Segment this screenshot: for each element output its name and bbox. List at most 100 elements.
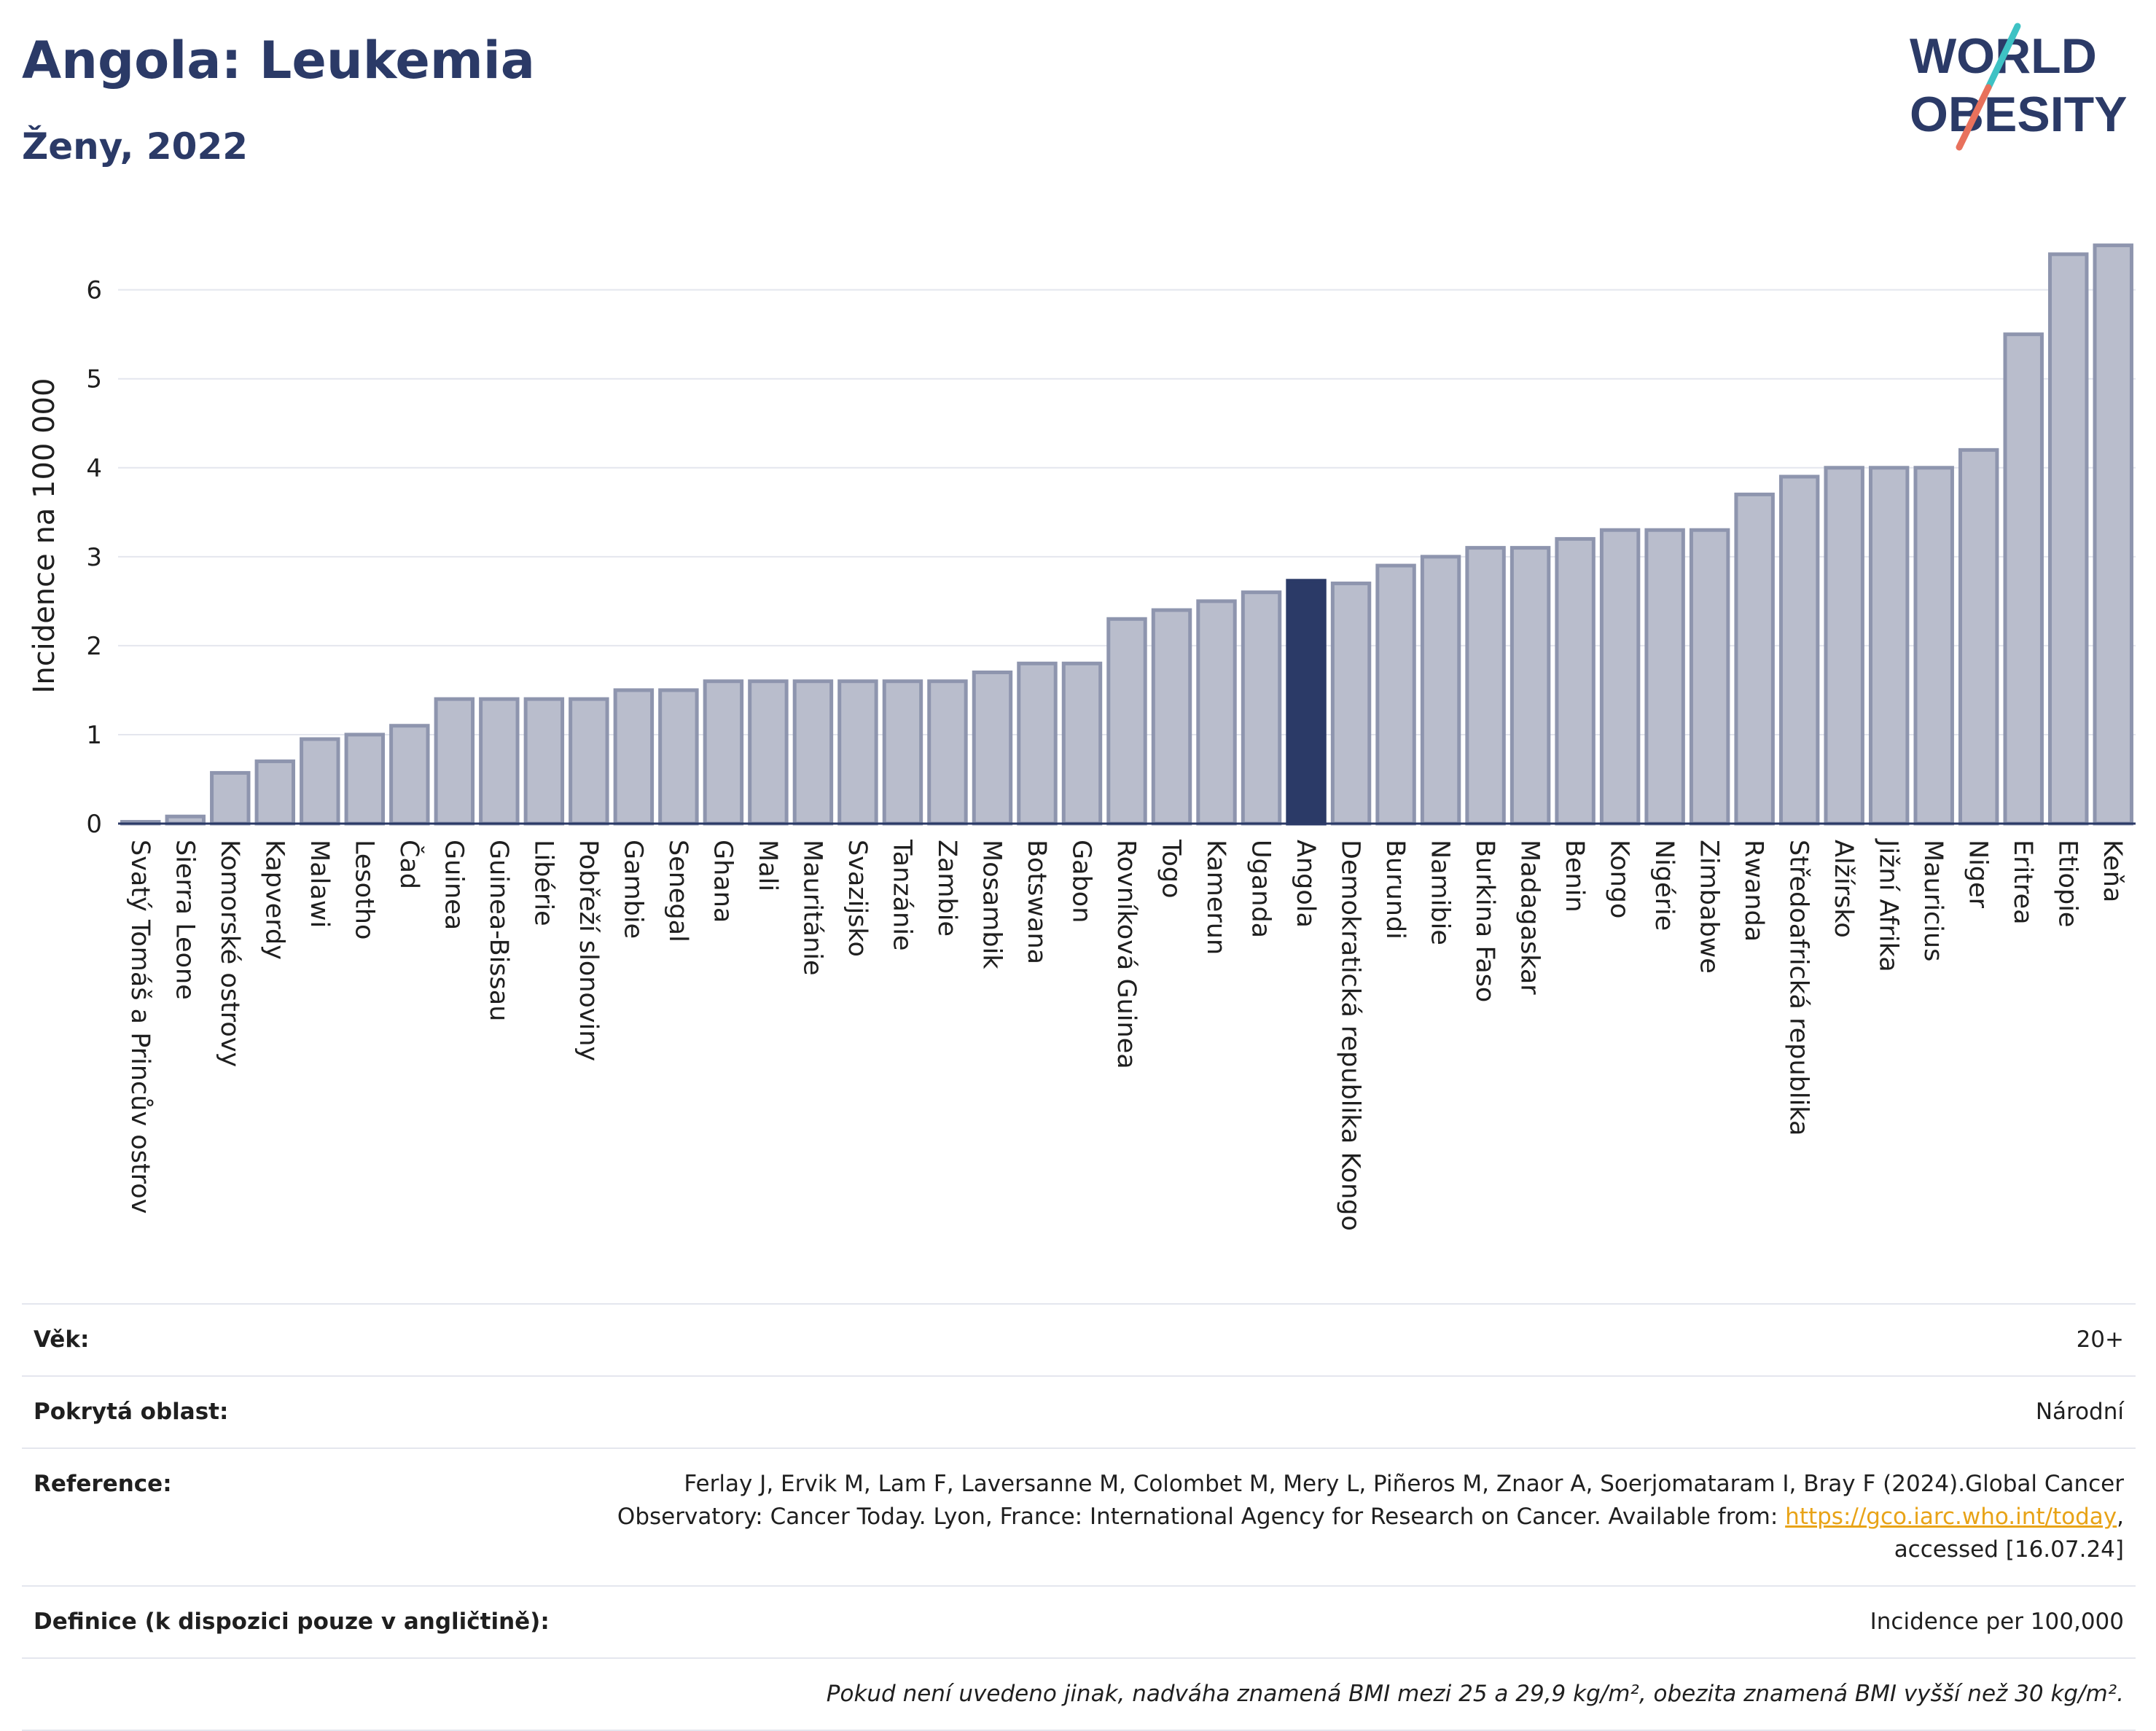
x-tick-label: Kapverdy	[259, 840, 289, 960]
bar	[1689, 528, 1730, 826]
x-tick-label: Angola	[1291, 840, 1320, 928]
x-tick-label: Rovníková Guinea	[1112, 840, 1141, 1069]
bar	[882, 679, 923, 826]
bar	[479, 697, 520, 826]
info-row-age: Věk: 20+	[22, 1303, 2136, 1376]
info-row-definition: Definice (k dispozici pouze v angličtině…	[22, 1585, 2136, 1658]
bar	[1196, 599, 1237, 826]
bar	[2003, 332, 2044, 826]
y-axis-title: Incidence na 100 000	[28, 378, 61, 694]
logo-accent-coral	[1956, 84, 1992, 151]
x-tick-label: Guinea-Bissau	[484, 840, 513, 1021]
y-tick-label: 6	[86, 276, 102, 305]
bar	[1824, 466, 1864, 826]
bar	[300, 737, 340, 826]
bar	[1465, 546, 1506, 826]
bar	[1778, 474, 1820, 826]
reference-label: Reference:	[22, 1447, 599, 1586]
x-tick-label: Kongo	[1605, 840, 1634, 918]
info-row-note: Pokud není uvedeno jinak, nadváha znamen…	[22, 1657, 2136, 1731]
x-tick-label: Jižní Afrika	[1874, 838, 1903, 972]
bar	[2048, 252, 2089, 826]
bar	[1913, 466, 1954, 826]
x-tick-label: Demokratická republika Kongo	[1336, 840, 1365, 1231]
y-tick-label: 3	[86, 543, 102, 572]
bar	[927, 679, 968, 826]
x-tick-label: Burundi	[1380, 840, 1410, 939]
x-tick-label: Botswana	[1022, 840, 1051, 964]
x-tick-label: Mauricius	[1918, 840, 1948, 961]
logo-line2: OBESITY	[1910, 87, 2128, 142]
x-tick-label: Eritrea	[2008, 840, 2037, 925]
definition-value: Incidence per 100,000	[599, 1585, 2136, 1658]
x-tick-label: Sierra Leone	[170, 840, 199, 1000]
x-tick-label: Keňa	[2098, 840, 2127, 902]
x-tick-label: Kamerun	[1201, 840, 1230, 955]
world-obesity-logo: WORLD OBESITY	[1910, 23, 2128, 151]
bmi-note: Pokud není uvedeno jinak, nadváha znamen…	[22, 1657, 2136, 1731]
x-tick-label: Gabon	[1066, 840, 1095, 923]
bar	[1644, 528, 1685, 826]
bar	[210, 770, 251, 826]
bar	[1151, 608, 1192, 826]
bar	[1061, 661, 1103, 826]
x-tick-label: Svatý Tomáš a Princův ostrov	[125, 840, 155, 1214]
y-tick-label: 4	[86, 454, 102, 483]
x-tick-label: Středoafrická republika	[1784, 840, 1813, 1136]
bar	[254, 759, 296, 826]
x-tick-label: Gambie	[618, 840, 647, 939]
reference-value: Ferlay J, Ervik M, Lam F, Laversanne M, …	[599, 1447, 2136, 1586]
y-tick-label: 1	[86, 721, 102, 750]
x-tick-label: Etiopie	[2053, 840, 2082, 927]
definition-label: Definice (k dispozici pouze v angličtině…	[22, 1585, 599, 1658]
chart-subtitle: Ženy, 2022	[22, 125, 249, 168]
x-tick-label: Tanzánie	[887, 839, 916, 950]
bar	[837, 679, 878, 826]
x-tick-label: Namibie	[1426, 840, 1455, 945]
x-tick-label: Zambie	[932, 840, 961, 937]
bar	[1241, 590, 1282, 826]
y-tick-label: 5	[86, 365, 102, 394]
reference-text: Ferlay J, Ervik M, Lam F, Laversanne M, …	[617, 1470, 2124, 1530]
x-tick-label: Mali	[753, 840, 782, 891]
bar	[389, 724, 430, 826]
age-value: 20+	[599, 1303, 2136, 1376]
y-tick-label: 0	[86, 810, 102, 839]
x-tick-label: Alžírsko	[1829, 840, 1858, 938]
x-tick-label: Komorské ostrovy	[215, 840, 244, 1067]
bar	[1509, 546, 1551, 826]
x-tick-label: Lesotho	[349, 840, 378, 939]
bar	[613, 688, 655, 826]
bar	[792, 679, 834, 826]
reference-link[interactable]: https://gco.iarc.who.int/today	[1785, 1503, 2117, 1530]
bar	[1017, 661, 1058, 826]
bar	[1734, 492, 1775, 826]
bar	[344, 732, 386, 826]
x-tick-label: Niger	[1964, 840, 1993, 909]
x-tick-label: Rwanda	[1739, 840, 1768, 942]
info-row-reference: Reference: Ferlay J, Ervik M, Lam F, Lav…	[22, 1447, 2136, 1586]
bar	[1420, 555, 1461, 826]
bar	[1868, 466, 1910, 826]
x-tick-label: Nigérie	[1649, 840, 1679, 931]
x-tick-label: Madagaskar	[1515, 840, 1544, 995]
x-tick-label: Pobřeží slonoviny	[574, 840, 603, 1061]
bar	[1599, 528, 1641, 826]
bar	[2093, 243, 2133, 826]
bar-chart: 0 1 2 3 4 5 6 Incidence na 100 000 Svatý Tomáš a…	[28, 243, 2136, 1231]
bar	[1555, 536, 1595, 826]
bar	[434, 697, 475, 826]
age-label: Věk:	[22, 1303, 599, 1376]
bar	[658, 688, 699, 826]
info-row-area: Pokrytá oblast: Národní	[22, 1375, 2136, 1448]
x-tick-label: Zimbabwe	[1695, 840, 1724, 974]
bar	[972, 671, 1013, 826]
bar	[1106, 617, 1147, 826]
area-label: Pokrytá oblast:	[22, 1375, 599, 1448]
x-tick-label: Guinea	[439, 840, 468, 930]
bar	[1375, 563, 1416, 826]
x-tick-label: Togo	[1157, 839, 1186, 898]
x-tick-label: Malawi	[305, 840, 334, 928]
bar	[748, 679, 789, 826]
reference-tail: , accessed [16.07.24]	[1894, 1503, 2124, 1563]
